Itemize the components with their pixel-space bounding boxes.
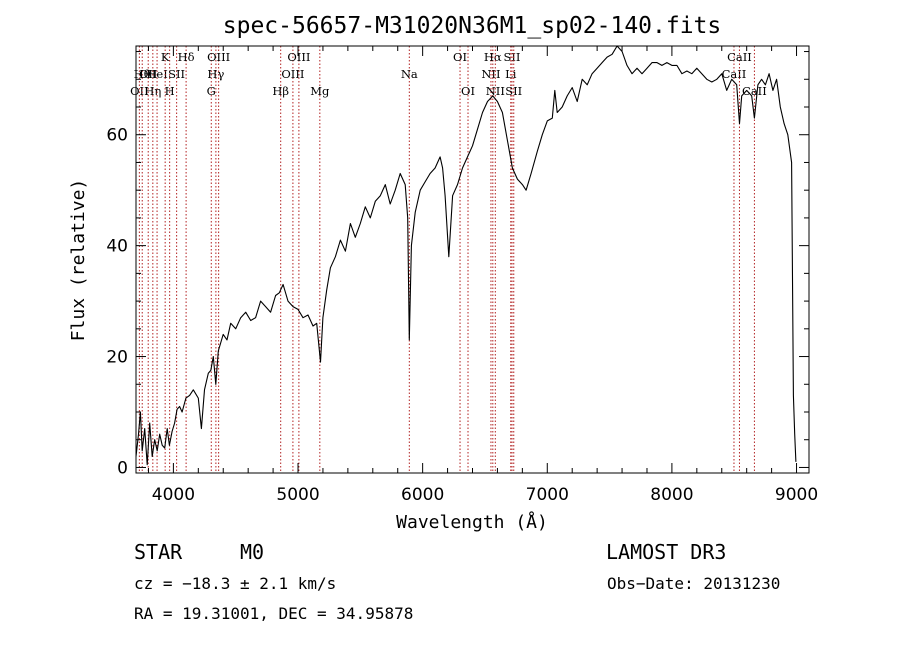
line-label-9: G [207,84,216,98]
y-axis-ticks: 0 20 40 60 [106,51,809,478]
line-label-26: CaII [727,50,752,64]
line-label-17: OI [453,50,467,64]
line-label-20: Hα [484,50,502,64]
line-label-4: HeI [146,67,167,81]
x-tick-label-4: 8000 [650,485,693,505]
coordinates: RA = 19.31001, DEC = 34.95878 [134,604,413,623]
line-label-10: Hγ [207,67,224,81]
line-label-14: OIII [287,50,310,64]
line-label-5: K [161,50,170,64]
object-class: STAR [134,540,183,564]
line-label-8: Hδ [178,50,195,64]
survey-name: LAMOST DR3 [606,540,726,564]
x-tick-label-1: 5000 [276,485,319,505]
line-label-16: Na [401,67,418,81]
observation-date: Obs−Date: 20131230 [607,574,780,593]
y-tick-label-2: 40 [106,237,128,257]
spectrum-line-0 [135,45,797,466]
x-tick-label-2: 6000 [401,485,444,505]
line-label-27: CaII [742,84,767,98]
x-tick-label-3: 7000 [526,485,569,505]
spectral-line-markers: OIIHθOIIHηHeIKHSIIHδGHγOIIIHβOIIIOIIIMgN… [130,46,767,473]
line-label-11: OIII [207,50,230,64]
y-tick-label-3: 60 [106,126,128,146]
line-label-0: OII [130,84,149,98]
y-tick-label-1: 20 [106,348,128,368]
line-label-18: OI [461,84,475,98]
line-label-3: Hη [144,84,161,98]
line-label-12: Hβ [272,84,289,98]
line-label-15: Mg [310,84,330,98]
chart-title: spec-56657-M31020N36M1_sp02-140.fits [223,13,722,39]
line-label-24: SII [505,84,522,98]
x-axis-label: Wavelength (Å) [396,511,548,533]
line-label-19: NII [481,67,500,81]
y-tick-label-0: 0 [117,458,128,478]
line-label-23: SII [504,50,521,64]
line-label-25: CaII [722,67,747,81]
line-label-1: Hθ [134,67,151,81]
line-label-6: H [165,84,175,98]
redshift-value: cz = −18.3 ± 2.1 km/s [134,574,336,593]
line-label-13: OIII [281,67,304,81]
x-axis-ticks: 4000 5000 6000 7000 8000 9000 [147,46,818,505]
object-subclass: M0 [240,540,264,564]
x-tick-label-5: 9000 [775,485,818,505]
x-tick-label-0: 4000 [152,485,195,505]
line-label-7: SII [168,67,185,81]
line-label-22: Li [505,67,517,81]
plot-frame [135,45,810,474]
spectrum-series [135,45,797,466]
y-axis-label: Flux (relative) [68,179,89,342]
line-label-21: NII [486,84,505,98]
